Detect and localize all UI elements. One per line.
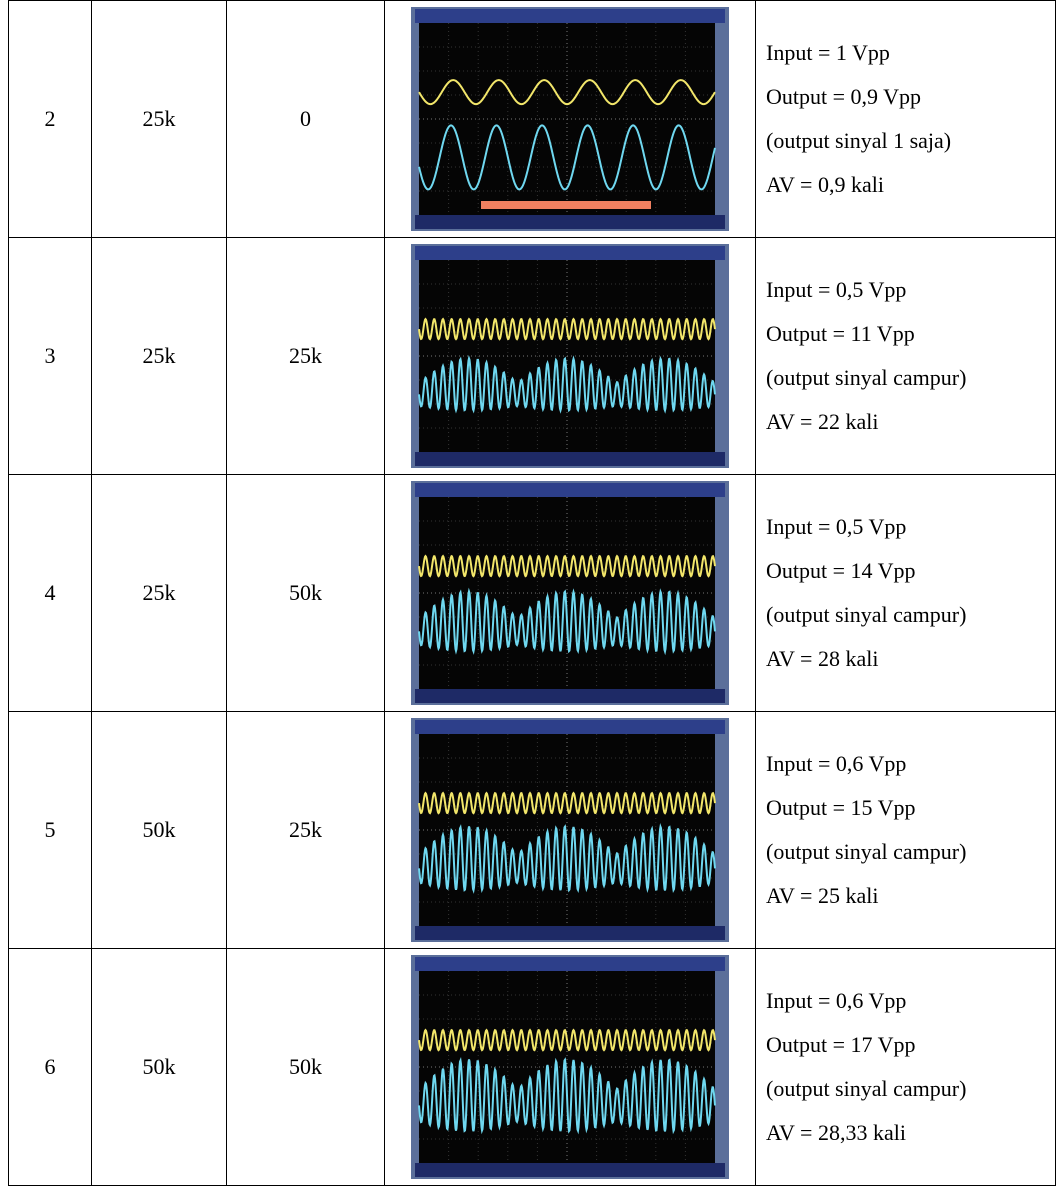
oscilloscope-photo: [411, 7, 729, 231]
description-line: (output sinyal campur): [766, 356, 1055, 400]
r1-value-cell: 25k: [92, 1, 227, 238]
r2-value: 0: [300, 106, 311, 131]
description-line: (output sinyal 1 saja): [766, 119, 1055, 163]
scope-top-bar: [415, 246, 725, 260]
row-number: 2: [45, 106, 56, 131]
r2-value: 50k: [289, 1054, 322, 1079]
description-line: (output sinyal campur): [766, 593, 1055, 637]
scope-bottom-bar: [415, 689, 725, 703]
description-line: AV = 22 kali: [766, 400, 1055, 444]
description-line: Input = 0,5 Vpp: [766, 505, 1055, 549]
oscilloscope-photo: [411, 955, 729, 1179]
description-line: Output = 0,9 Vpp: [766, 75, 1055, 119]
scope-top-bar: [415, 957, 725, 971]
row-number: 4: [45, 580, 56, 605]
description-line: Output = 11 Vpp: [766, 312, 1055, 356]
r2-value-cell: 25k: [227, 712, 385, 949]
r1-value: 25k: [143, 106, 176, 131]
r1-value-cell: 25k: [92, 475, 227, 712]
image-cell: [385, 712, 756, 949]
r2-value: 50k: [289, 580, 322, 605]
scope-bottom-bar: [415, 926, 725, 940]
description-line: Output = 17 Vpp: [766, 1023, 1055, 1067]
r2-value: 25k: [289, 817, 322, 842]
image-cell: [385, 475, 756, 712]
row-number-cell: 2: [9, 1, 92, 238]
oscilloscope-photo: [411, 481, 729, 705]
row-number-cell: 4: [9, 475, 92, 712]
image-cell: [385, 1, 756, 238]
image-cell: [385, 238, 756, 475]
r2-value-cell: 0: [227, 1, 385, 238]
r1-value-cell: 50k: [92, 712, 227, 949]
scope-top-bar: [415, 483, 725, 497]
description-line: AV = 0,9 kali: [766, 163, 1055, 207]
description-line: Input = 0,6 Vpp: [766, 979, 1055, 1023]
scope-bottom-bar: [415, 452, 725, 466]
row-number-cell: 5: [9, 712, 92, 949]
description-line: Output = 14 Vpp: [766, 549, 1055, 593]
r1-value: 25k: [143, 343, 176, 368]
r1-value-cell: 50k: [92, 949, 227, 1186]
oscilloscope-photo: [411, 244, 729, 468]
page: 225k0Input = 1 VppOutput = 0,9 Vpp(outpu…: [0, 0, 1061, 1191]
scope-marker: [481, 201, 651, 209]
description-line: AV = 25 kali: [766, 874, 1055, 918]
description-line: Input = 0,6 Vpp: [766, 742, 1055, 786]
scope-top-bar: [415, 720, 725, 734]
r1-value-cell: 25k: [92, 238, 227, 475]
description-line: (output sinyal campur): [766, 1067, 1055, 1111]
description-line: AV = 28 kali: [766, 637, 1055, 681]
scope-top-bar: [415, 9, 725, 23]
description-line: Input = 1 Vpp: [766, 31, 1055, 75]
r1-value: 50k: [143, 817, 176, 842]
row-number: 6: [45, 1054, 56, 1079]
r2-value: 25k: [289, 343, 322, 368]
r2-value-cell: 50k: [227, 949, 385, 1186]
r2-value-cell: 50k: [227, 475, 385, 712]
row-number-cell: 3: [9, 238, 92, 475]
row-number: 3: [45, 343, 56, 368]
oscilloscope-photo: [411, 718, 729, 942]
scope-bottom-bar: [415, 215, 725, 229]
description-line: AV = 28,33 kali: [766, 1111, 1055, 1155]
description-line: Input = 0,5 Vpp: [766, 268, 1055, 312]
description-line: (output sinyal campur): [766, 830, 1055, 874]
description-line: Output = 15 Vpp: [766, 786, 1055, 830]
r2-value-cell: 25k: [227, 238, 385, 475]
scope-bottom-bar: [415, 1163, 725, 1177]
image-cell: [385, 949, 756, 1186]
row-number: 5: [45, 817, 56, 842]
r1-value: 50k: [143, 1054, 176, 1079]
row-number-cell: 6: [9, 949, 92, 1186]
r1-value: 25k: [143, 580, 176, 605]
